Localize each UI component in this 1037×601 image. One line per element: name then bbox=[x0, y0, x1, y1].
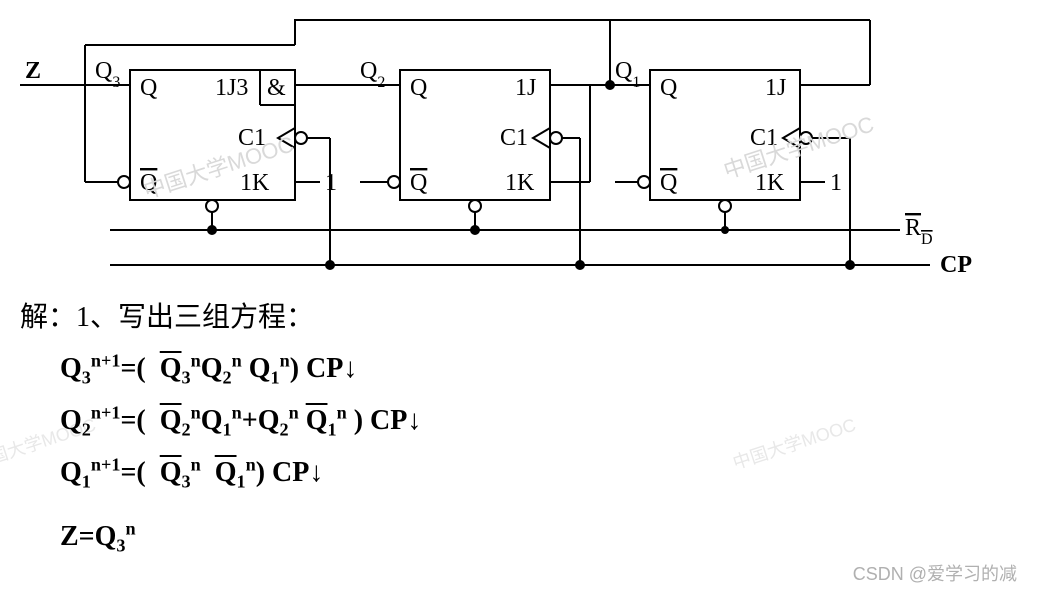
eq-q3: Q3n+1=( Q3nQ2n Q1n) CP↓ bbox=[20, 347, 421, 393]
svg-text:Q: Q bbox=[660, 75, 677, 101]
eq-z: Z=Q3n bbox=[20, 515, 421, 561]
svg-text:1K: 1K bbox=[505, 170, 535, 196]
pin-qbar: Q bbox=[140, 170, 157, 196]
svg-text:1: 1 bbox=[830, 170, 842, 196]
eq-q2: Q2n+1=( Q2nQ1n+Q2n Q1n ) CP↓ bbox=[20, 399, 421, 445]
circuit-diagram: Z Q3 Q 1J3 & C1 Q 1K 1 Q2 Q 1J bbox=[0, 0, 1037, 290]
eq-q1: Q1n+1=( Q3n Q1n) CP↓ bbox=[20, 451, 421, 497]
svg-text:1J: 1J bbox=[765, 75, 786, 101]
pin-c1: C1 bbox=[238, 125, 266, 151]
pin-and: & bbox=[267, 75, 286, 101]
svg-text:1K: 1K bbox=[755, 170, 785, 196]
pin-j: 1J3 bbox=[215, 75, 248, 101]
svg-text:Q: Q bbox=[410, 75, 427, 101]
svg-text:C1: C1 bbox=[500, 125, 528, 151]
pin-k: 1K bbox=[240, 170, 270, 196]
pin-q: Q bbox=[140, 75, 157, 101]
solution-header: 解：1、写出三组方程： bbox=[20, 296, 421, 341]
watermark: 中国大学MOOC bbox=[729, 411, 859, 475]
svg-text:Q: Q bbox=[660, 170, 677, 196]
attribution: CSDN @爱学习的减 bbox=[853, 560, 1017, 586]
svg-text:1J: 1J bbox=[515, 75, 536, 101]
signal-z: Z bbox=[25, 58, 41, 84]
equations-block: 解：1、写出三组方程： Q3n+1=( Q3nQ2n Q1n) CP↓ Q2n+… bbox=[20, 290, 421, 567]
svg-text:Q: Q bbox=[410, 170, 427, 196]
svg-text:C1: C1 bbox=[750, 125, 778, 151]
signal-rd: RD bbox=[905, 215, 933, 248]
signal-cp: CP bbox=[940, 252, 972, 278]
